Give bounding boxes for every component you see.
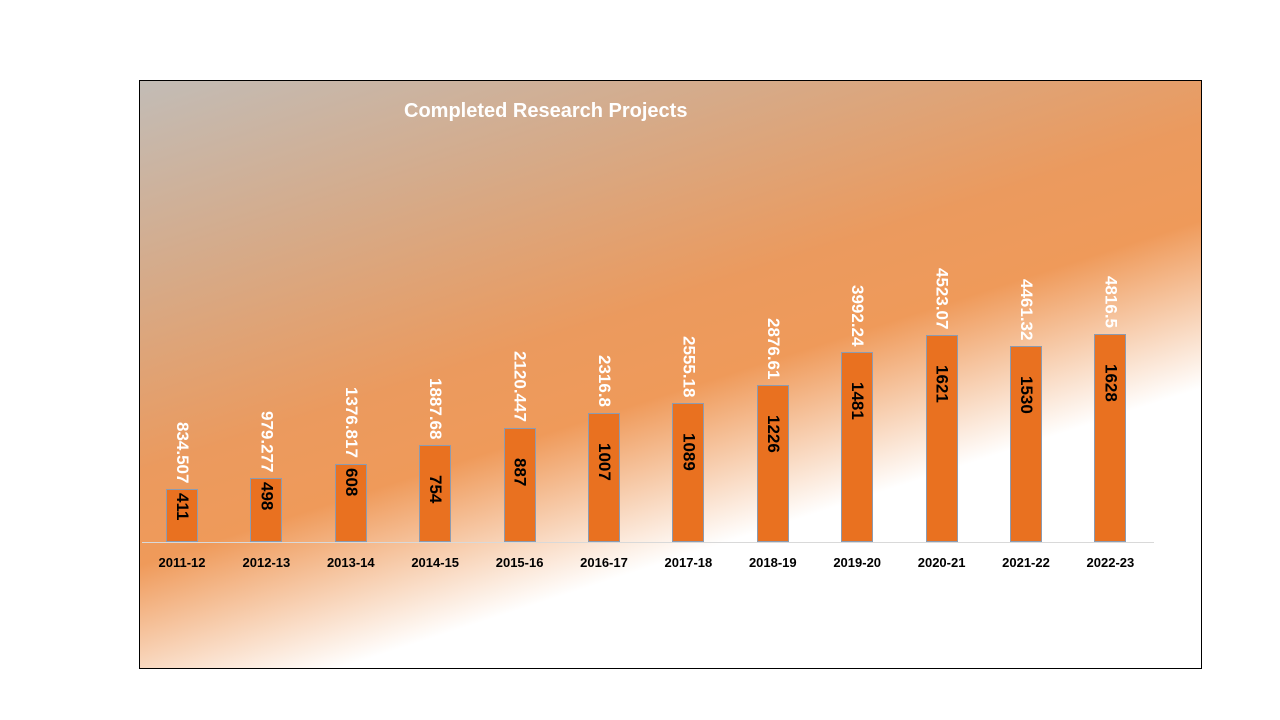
bar [250,478,283,542]
x-tick-label: 2015-16 [495,555,544,570]
x-tick-label: 2018-19 [748,555,797,570]
amount-label: 4816.5 [1101,275,1121,328]
count-label: 1226 [763,415,783,453]
x-axis-line [142,542,1154,543]
x-tick-label: 2013-14 [326,555,375,570]
x-tick-label: 2019-20 [833,555,882,570]
x-tick-label: 2014-15 [411,555,460,570]
bar [503,428,536,542]
chart-area [139,80,1202,669]
count-label: 498 [257,482,277,511]
count-label: 1007 [595,443,614,481]
count-label: 608 [341,468,361,497]
bar [1010,346,1042,542]
x-tick-label: 2016-17 [580,555,628,570]
bar [841,352,874,542]
count-label: 887 [510,458,530,487]
amount-label: 979.277 [257,411,277,473]
x-tick-label: 2022-23 [1086,555,1135,570]
amount-label: 3992.24 [848,285,868,347]
amount-label: 1376.817 [341,387,361,459]
bar [1094,333,1127,542]
amount-label: 2316.8 [595,355,614,408]
x-tick-label: 2017-18 [664,555,713,570]
bar [756,385,789,542]
amount-label: 4523.07 [932,267,952,329]
bar [588,413,620,542]
x-tick-label: 2020-21 [917,555,966,570]
amount-label: 4461.32 [1017,279,1036,341]
bar [672,402,705,542]
amount-label: 2876.61 [763,318,783,380]
bar [166,489,198,542]
bar [334,464,367,542]
chart-title: Completed Research Projects [404,100,688,122]
bar [925,334,958,542]
amount-label: 2120.447 [510,351,530,423]
count-label: 1628 [1101,363,1121,402]
amount-label: 2555.18 [679,335,699,398]
x-tick-label: 2011-12 [158,555,206,570]
count-label: 411 [173,493,192,521]
x-tick-label: 2021-22 [1002,555,1050,570]
bar [419,445,452,542]
count-label: 1089 [679,432,699,471]
count-label: 1621 [932,364,952,403]
count-label: 754 [426,475,446,504]
amount-label: 834.507 [173,422,192,484]
x-tick-label: 2012-13 [242,555,291,570]
count-label: 1530 [1017,376,1036,414]
count-label: 1481 [848,382,868,421]
amount-label: 1887.68 [426,378,446,440]
